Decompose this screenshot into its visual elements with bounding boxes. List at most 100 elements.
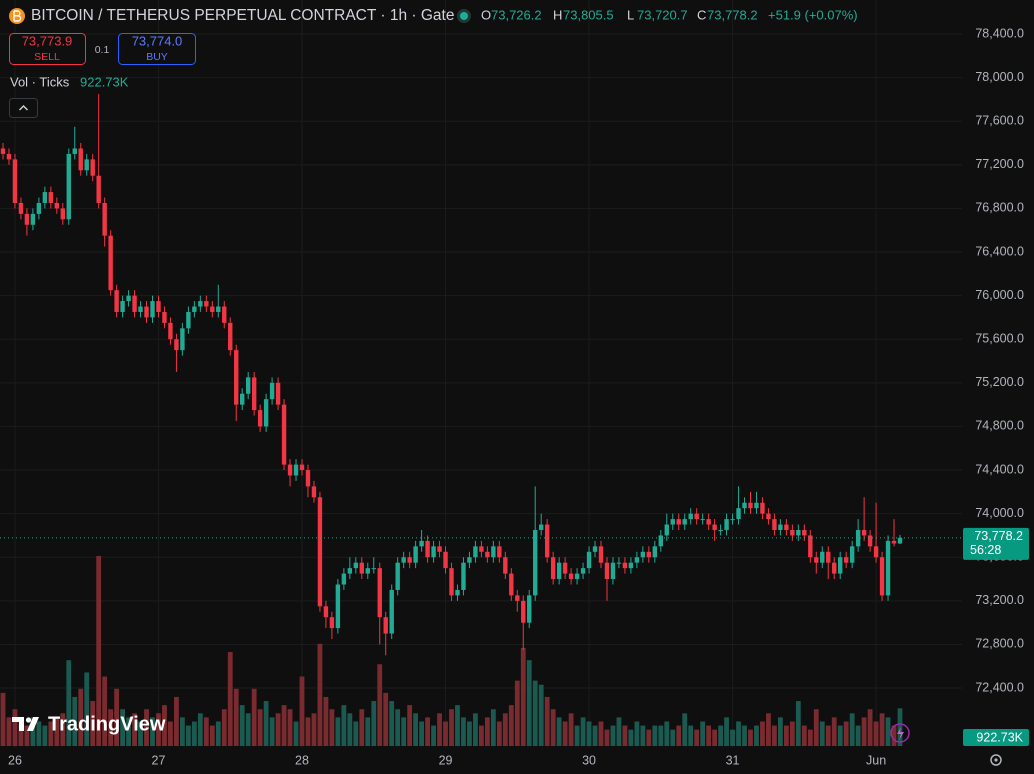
candle-body [347, 568, 353, 574]
volume-bar [730, 729, 735, 746]
collapse-button[interactable] [9, 98, 38, 118]
candle-body [54, 202, 60, 209]
volume-bar [96, 556, 102, 746]
volume-bar [837, 725, 843, 746]
candle-body [622, 562, 628, 569]
volume-bar [185, 725, 191, 746]
x-tick-label: 28 [295, 753, 309, 767]
candle-body [568, 573, 574, 580]
candle-body [873, 546, 879, 558]
volume-bar [455, 705, 460, 746]
y-tick-label: 78,400.0 [975, 26, 1024, 40]
volume-bar [473, 713, 478, 746]
volume-bar [682, 713, 688, 746]
volume-bar [287, 709, 293, 746]
candle-body [592, 546, 598, 552]
replay-icon[interactable] [890, 723, 910, 743]
volume-bar [42, 725, 48, 746]
candle-body [855, 529, 861, 547]
volume-bar [694, 729, 700, 746]
candle-body [317, 497, 323, 607]
candle-body [210, 306, 215, 312]
candle-body [449, 568, 454, 596]
volume-bar [329, 709, 335, 746]
candle-body [72, 148, 77, 154]
volume-bar [544, 696, 550, 746]
volume-bar [801, 725, 807, 746]
candle-body [395, 562, 400, 590]
candle-body [718, 529, 723, 531]
last-price-label: 73,778.2 [974, 529, 1023, 543]
candle-body [867, 535, 873, 547]
volume-bar [885, 717, 891, 746]
volume-bar [0, 692, 6, 746]
volume-bar [688, 725, 694, 746]
candle-body [174, 339, 179, 351]
candle-body [84, 159, 89, 171]
volume-bar [861, 717, 867, 746]
volume-bar [526, 660, 532, 746]
volume-bar [66, 660, 72, 746]
volume-bar [443, 721, 448, 746]
sell-button[interactable] [9, 33, 86, 65]
volume-bar [538, 684, 544, 746]
candle-body [503, 557, 508, 574]
candle-body [293, 464, 299, 476]
candle-body [712, 524, 717, 530]
candle-body [78, 148, 83, 171]
volume-bar [574, 725, 580, 746]
candle-body [455, 589, 460, 596]
candle-body [222, 306, 227, 323]
volume-bar [712, 729, 718, 746]
ohlc-value: 73,805.5 [563, 7, 614, 22]
candle-body [96, 175, 101, 203]
volume-bar [724, 717, 729, 746]
volume-bar [72, 696, 78, 746]
volume-bar [766, 713, 771, 746]
candle-body [216, 306, 221, 312]
x-tick-label: 31 [726, 753, 740, 767]
candle-body [808, 535, 813, 558]
volume-bar [281, 705, 287, 746]
candle-body [30, 213, 36, 225]
volume-bar [251, 688, 257, 746]
volume-bar [90, 701, 96, 746]
volume-bar [36, 721, 42, 746]
candle-body [204, 301, 209, 307]
y-tick-label: 75,600.0 [975, 332, 1024, 346]
candle-body [323, 606, 329, 618]
brand-name: TradingView [48, 713, 166, 735]
candle-body [114, 290, 119, 312]
candle-body [694, 513, 699, 520]
buy-label: BUY [146, 51, 168, 63]
volume-bar [514, 680, 520, 746]
candle-body [365, 568, 370, 574]
settings-icon[interactable] [990, 754, 1002, 766]
volume-bar [18, 721, 24, 746]
volume-bar [24, 725, 30, 746]
volume-bar [640, 725, 646, 746]
buy-button[interactable] [118, 33, 196, 65]
volume-bar [855, 725, 861, 746]
candle-body [814, 557, 819, 563]
volume-bar [425, 717, 430, 746]
candle-body [544, 524, 550, 558]
volume-bar [592, 725, 598, 746]
ohlc-key: O [481, 7, 491, 22]
volume-bar [311, 713, 317, 746]
x-tick-label: 29 [439, 753, 453, 767]
volume-bar [221, 709, 227, 746]
volume-bar [245, 713, 251, 746]
candle-body [760, 502, 765, 514]
candle-body [299, 464, 305, 471]
candle-body [192, 306, 197, 312]
buy-price: 73,774.0 [132, 33, 183, 48]
volume-bar [616, 717, 622, 746]
candle-body [240, 393, 245, 405]
candle-body [550, 557, 556, 580]
candle-body [353, 562, 359, 569]
volume-bar [532, 680, 538, 746]
volume-bar [831, 717, 837, 746]
volume-bar [742, 725, 747, 746]
volume-bar [508, 705, 514, 746]
